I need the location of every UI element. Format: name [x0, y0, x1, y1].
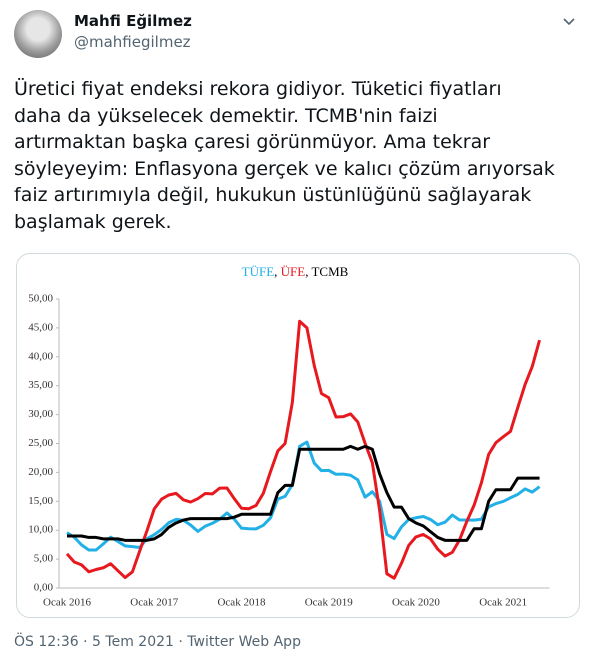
- chart-title: TÜFE, ÜFE, TCMB: [242, 264, 349, 279]
- series-line: [65, 319, 541, 580]
- x-tick-label: Ocak 2018: [217, 597, 265, 609]
- y-tick-label: 0,00: [34, 582, 54, 594]
- x-tick-label: Ocak 2021: [479, 597, 527, 609]
- y-tick-label: 20,00: [28, 466, 53, 478]
- author-name[interactable]: Mahfi Eğilmez: [74, 12, 192, 30]
- y-tick-label: 50,00: [28, 293, 53, 305]
- x-tick-label: Ocak 2016: [43, 597, 91, 609]
- y-tick-label: 25,00: [28, 437, 53, 449]
- y-tick-label: 30,00: [28, 408, 53, 420]
- x-tick-label: Ocak 2017: [130, 597, 178, 609]
- y-tick-label: 15,00: [28, 495, 53, 507]
- chart-card[interactable]: TÜFE, ÜFE, TCMB 0,00 5,00 10,00 15,00 20,00 2…: [16, 253, 580, 618]
- more-button[interactable]: [560, 12, 578, 30]
- y-tick-label: 45,00: [28, 321, 53, 333]
- y-tick-label: 5,00: [34, 553, 54, 565]
- tweet-line: başlamak gerek.: [14, 210, 172, 233]
- tweet-line: faiz artırımıyla değil, hukukun üstünlüğ…: [14, 184, 532, 206]
- series-line: [66, 440, 541, 552]
- tweet-text: Üretici fiyat endeksi rekora gidiyor. Tü…: [14, 76, 555, 235]
- tweet-line: daha da yükselecek demektir. TCMB'nin fa…: [14, 104, 438, 127]
- avatar[interactable]: [14, 10, 62, 58]
- x-tick-label: Ocak 2020: [392, 597, 440, 609]
- tweet-line: Üretici fiyat endeksi rekora gidiyor. Tü…: [14, 78, 502, 100]
- chart: TÜFE, ÜFE, TCMB 0,00 5,00 10,00 15,00 20,00 2…: [28, 264, 550, 609]
- tweet-line: artırmaktan başka çaresi görünmüyor. Ama…: [14, 131, 491, 153]
- y-tick-label: 10,00: [28, 524, 53, 536]
- x-tick-label: Ocak 2019: [305, 597, 353, 609]
- y-tick-label: 40,00: [28, 350, 53, 362]
- y-tick-label: 35,00: [28, 379, 53, 391]
- author-handle[interactable]: @mahfiegilmez: [74, 33, 191, 51]
- tweet-line: söyleyeyim: Enflasyona gerçek ve kalıcı …: [14, 157, 555, 180]
- series-line: [67, 444, 540, 542]
- tweet-meta[interactable]: ÖS 12:36 · 5 Tem 2021 · Twitter Web App: [14, 634, 301, 650]
